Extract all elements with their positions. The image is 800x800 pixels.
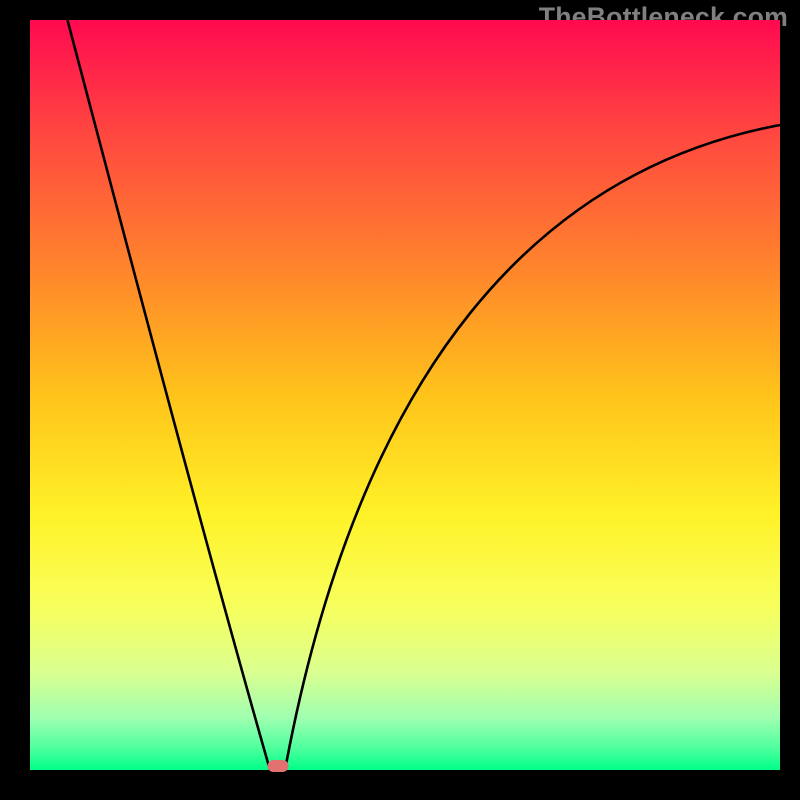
chart-canvas: TheBottleneck.com: [0, 0, 800, 800]
plot-area: [30, 20, 780, 770]
curve-layer: [30, 20, 780, 770]
minimum-marker: [267, 760, 288, 772]
curve-right-branch: [285, 125, 780, 770]
curve-left-branch: [68, 20, 271, 770]
